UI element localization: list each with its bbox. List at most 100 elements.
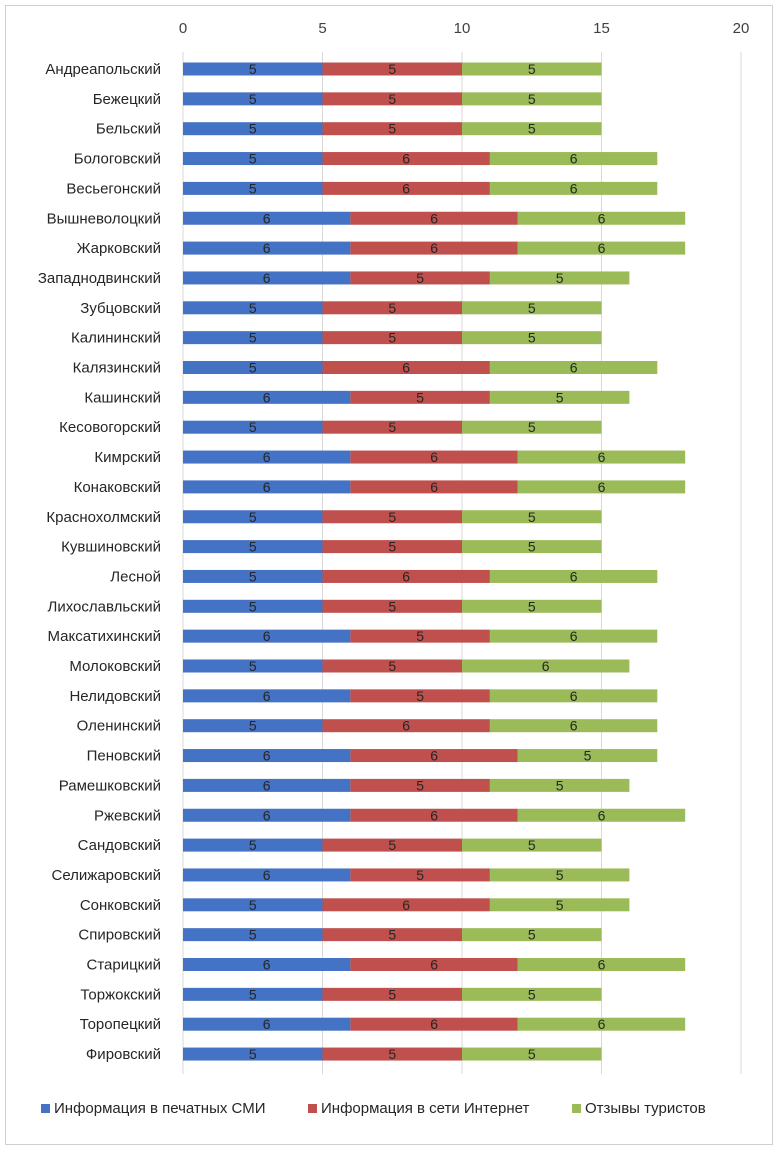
data-label: 6 (430, 807, 438, 823)
bar-segment (350, 689, 490, 703)
data-label: 5 (388, 927, 396, 943)
bar-segment (183, 719, 323, 733)
category-label: Спировский (78, 927, 161, 944)
category-label: Пеновский (87, 748, 161, 765)
data-label: 5 (388, 419, 396, 435)
data-label: 6 (263, 389, 271, 405)
bar-segment (322, 122, 462, 136)
category-label: Бежецкий (93, 91, 161, 108)
bar-segment (183, 958, 351, 971)
category-label: Рамешковский (59, 777, 161, 794)
data-label: 6 (263, 748, 271, 764)
bar-segment (322, 719, 490, 733)
bar-segment (489, 361, 658, 374)
data-label: 6 (598, 210, 606, 226)
bar-segment (183, 868, 351, 882)
bar-segment (322, 1047, 462, 1061)
data-label: 6 (430, 1016, 438, 1032)
data-label: 6 (598, 957, 606, 973)
category-label: Весьегонский (66, 180, 161, 197)
data-label: 5 (388, 837, 396, 853)
bar-segment (322, 898, 490, 912)
bar-segment (183, 540, 323, 554)
data-label: 6 (402, 718, 410, 734)
data-label: 5 (249, 1046, 257, 1062)
data-label: 6 (570, 360, 578, 376)
bar-segment (322, 331, 462, 345)
legend-entry: Информация в печатных СМИ (54, 1100, 265, 1117)
category-label: Зубцовский (80, 300, 161, 317)
data-label: 5 (528, 419, 536, 435)
data-label: 5 (249, 897, 257, 913)
bar-segment (462, 62, 602, 76)
bar-segment (183, 749, 351, 763)
data-label: 5 (584, 748, 592, 764)
data-label: 6 (570, 628, 578, 644)
category-label: Максатихинский (48, 628, 161, 645)
category-label: Кесовогорский (59, 419, 161, 436)
data-label: 5 (388, 121, 396, 137)
bars: 5 5 55 5 55 5 55 6 65 6 66 6 66 6 66 5 55 5 55 5 55 6 66 5 55 5 56… (183, 61, 686, 1062)
category-label: Ржевский (94, 807, 161, 824)
data-label: 6 (263, 777, 271, 793)
legend-entry: Информация в сети Интернет (321, 1100, 529, 1117)
x-axis-ticks: 0 5 10 15 20 (179, 20, 750, 37)
data-label: 5 (388, 300, 396, 316)
bar-segment (489, 778, 630, 792)
bar-segment (322, 62, 462, 76)
bar-segment (322, 420, 462, 434)
data-label: 5 (416, 270, 424, 286)
data-label: 5 (528, 121, 536, 137)
bar-segment (322, 540, 462, 554)
data-label: 5 (528, 539, 536, 555)
data-label: 6 (598, 240, 606, 256)
x-tick-label: 10 (454, 20, 471, 37)
bar-segment (183, 181, 323, 195)
bar-segment (183, 898, 323, 912)
bar-segment (183, 808, 351, 822)
bar-segment (350, 390, 490, 404)
category-label: Кашинский (84, 389, 161, 406)
category-label: Старицкий (86, 957, 161, 974)
bar-segment (322, 361, 490, 374)
data-label: 5 (249, 927, 257, 943)
data-label: 5 (556, 867, 564, 883)
bar-segment (462, 987, 602, 1001)
bar-segment (462, 928, 602, 942)
data-label: 5 (388, 1046, 396, 1062)
data-label: 5 (556, 389, 564, 405)
bar-segment (183, 928, 323, 942)
bar-segment (183, 92, 323, 106)
bar-segment (462, 1047, 602, 1061)
gridlines (182, 52, 742, 1074)
data-label: 5 (528, 300, 536, 316)
category-label: Лихославльский (47, 598, 161, 615)
data-label: 5 (249, 539, 257, 555)
data-label: 5 (388, 986, 396, 1002)
data-label: 6 (263, 1016, 271, 1032)
data-label: 5 (528, 330, 536, 346)
data-label: 5 (249, 837, 257, 853)
bar-segment (322, 838, 462, 852)
bar-segment (517, 211, 686, 225)
bar-segment (183, 62, 323, 76)
bar-segment (489, 152, 658, 166)
category-label: Торопецкий (80, 1016, 161, 1033)
category-label: Сонковский (80, 897, 161, 914)
bar-segment (462, 301, 602, 315)
bar-segment (489, 868, 630, 882)
bar-segment (489, 629, 658, 643)
bar-segment (462, 420, 602, 434)
data-label: 5 (249, 360, 257, 376)
category-label: Андреапольский (45, 61, 161, 78)
bar-segment (183, 450, 351, 464)
data-label: 5 (249, 300, 257, 316)
legend-swatch (41, 1104, 50, 1113)
bar-segment (322, 987, 462, 1001)
data-label: 5 (388, 330, 396, 346)
bar-segment (322, 510, 462, 524)
bar-segment (350, 868, 490, 882)
bar-segment (183, 1047, 323, 1061)
bar-segment (350, 211, 518, 225)
data-label: 5 (249, 718, 257, 734)
